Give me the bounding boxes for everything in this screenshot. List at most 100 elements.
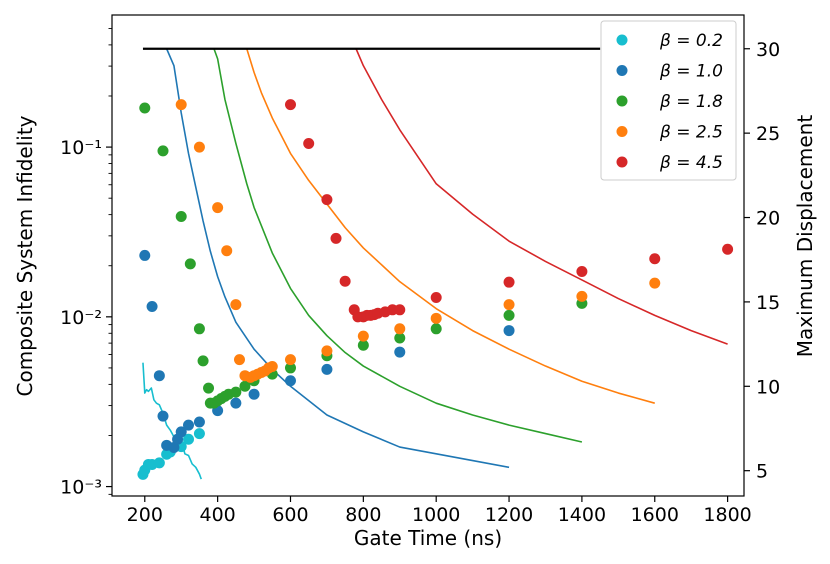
- y2-tick-label: 15: [756, 292, 780, 314]
- y2-tick-label: 5: [756, 461, 768, 483]
- data-point: [212, 202, 224, 214]
- x-tick-label: 600: [272, 504, 308, 526]
- legend-label: β = 1.8: [659, 92, 723, 112]
- data-point: [394, 323, 406, 335]
- legend-marker: [616, 34, 628, 46]
- legend-frame: [600, 20, 737, 181]
- data-point: [394, 304, 406, 316]
- y-axis-label: Composite System Infidelity: [13, 115, 37, 396]
- x-tick-label: 1000: [412, 504, 460, 526]
- data-point: [394, 332, 406, 344]
- y-tick-label: 10⁻³: [60, 477, 102, 499]
- data-point: [503, 309, 515, 321]
- x-axis-ticks: 200 400 600 800 1000 1200 1400 1600 1800: [127, 496, 752, 526]
- legend-label: β = 0.2: [659, 31, 723, 51]
- y2-axis-label: Maximum Displacement: [793, 115, 817, 358]
- data-point: [221, 245, 233, 257]
- data-point: [153, 370, 165, 382]
- data-point: [168, 441, 180, 453]
- data-point: [230, 386, 242, 398]
- data-point: [184, 258, 196, 270]
- data-point: [576, 290, 588, 302]
- data-point: [503, 325, 515, 337]
- legend-marker: [616, 126, 628, 137]
- displacement-line: [144, 47, 655, 404]
- data-point: [321, 194, 333, 206]
- data-point: [576, 265, 588, 277]
- data-point: [146, 301, 158, 313]
- legend-label: β = 2.5: [659, 123, 723, 143]
- y2-axis-ticks: 5 10 15 20 25 30: [744, 39, 780, 483]
- x-tick-label: 1800: [703, 504, 751, 526]
- displacement-line: [290, 47, 728, 345]
- legend: β = 0.2 β = 1.0 β = 1.8 β = 2.5 β = 4.5: [600, 20, 737, 181]
- data-point: [722, 243, 734, 255]
- data-point: [649, 253, 661, 265]
- data-point: [394, 346, 406, 358]
- x-axis-label: Gate Time (ns): [354, 526, 502, 550]
- data-point: [284, 354, 296, 366]
- displacement-line: [144, 47, 510, 469]
- legend-marker: [616, 65, 628, 76]
- data-point: [183, 419, 194, 431]
- displacement-lines: [142, 47, 728, 480]
- data-point: [303, 137, 315, 149]
- x-tick-label: 400: [200, 504, 236, 526]
- legend-label: β = 1.0: [659, 62, 723, 82]
- data-point: [153, 457, 165, 469]
- data-point: [230, 299, 242, 311]
- data-point: [175, 426, 187, 438]
- y-axis-ticks: 10⁻³ 10⁻² 10⁻¹: [60, 27, 112, 499]
- legend-label: β = 4.5: [659, 153, 723, 173]
- data-point: [233, 354, 245, 366]
- legend-marker: [616, 156, 628, 168]
- data-point: [503, 276, 515, 288]
- displacement-line: [144, 47, 583, 443]
- data-point: [175, 99, 187, 111]
- data-point: [430, 323, 442, 335]
- data-point: [430, 312, 442, 324]
- data-point: [321, 363, 333, 375]
- data-point: [193, 323, 205, 335]
- y-tick-label: 10⁻²: [60, 307, 102, 329]
- data-point: [183, 433, 194, 445]
- data-point: [503, 299, 515, 311]
- data-point: [203, 382, 215, 394]
- y2-tick-label: 25: [756, 123, 780, 145]
- data-point: [193, 141, 205, 153]
- y2-tick-label: 30: [756, 39, 780, 61]
- x-tick-label: 200: [127, 504, 163, 526]
- data-point: [284, 362, 296, 374]
- data-point: [321, 345, 333, 357]
- data-point: [330, 232, 342, 244]
- y2-tick-label: 10: [756, 376, 780, 398]
- points-layer: [137, 99, 734, 480]
- data-point: [649, 277, 661, 289]
- data-point: [193, 416, 205, 428]
- data-point: [266, 360, 278, 372]
- data-point: [239, 380, 251, 392]
- plot-frame: [111, 14, 745, 497]
- data-point: [357, 339, 369, 351]
- data-point: [157, 410, 169, 422]
- x-tick-label: 800: [345, 504, 381, 526]
- data-point: [139, 102, 151, 114]
- x-tick-label: 1200: [485, 504, 533, 526]
- data-point: [230, 397, 242, 409]
- data-point: [193, 428, 205, 440]
- data-point: [339, 275, 351, 287]
- data-point: [139, 249, 151, 261]
- data-point: [284, 375, 296, 387]
- data-point: [197, 355, 209, 367]
- data-point: [430, 291, 442, 303]
- data-point: [357, 330, 369, 342]
- y-tick-label: 10⁻¹: [60, 137, 102, 159]
- displacement-line: [142, 362, 202, 480]
- data-point: [284, 99, 296, 111]
- y2-tick-label: 20: [756, 208, 780, 230]
- data-point: [175, 211, 187, 222]
- legend-marker: [616, 95, 628, 107]
- x-tick-label: 1400: [558, 504, 606, 526]
- data-point: [157, 145, 169, 157]
